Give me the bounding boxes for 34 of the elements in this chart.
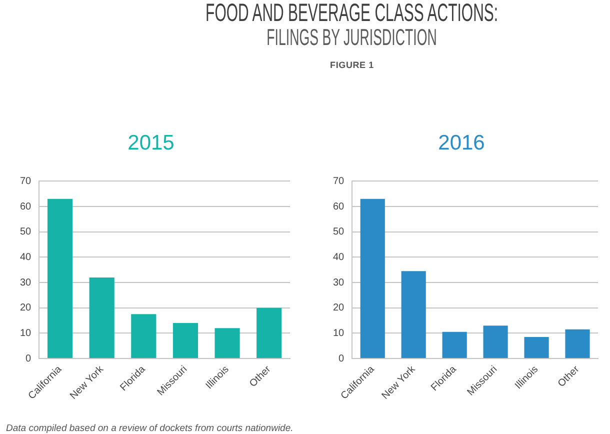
text: Data compiled based on a review of dockets from courts nationwide. [6,423,294,434]
bar [214,328,240,358]
chart-title: 2016 [438,131,485,154]
bar [360,198,385,358]
y-tick-label: 40 [20,252,32,263]
bar [47,198,73,358]
caption: FIGURE 1 [330,60,374,70]
y-tick-label: 0 [26,353,32,364]
y-tick-label: 0 [338,353,345,364]
bar [524,336,549,358]
y-tick-label: 40 [333,252,345,263]
y-tick-label: 20 [20,302,32,314]
bar [565,329,590,358]
y-tick-label: 60 [333,201,345,212]
chart-title: 2015 [128,131,174,154]
bar [131,314,156,358]
y-tick-label: 20 [333,302,345,314]
y-tick-label: 10 [333,328,345,339]
bar [483,326,508,358]
text: FILINGS BY JURISDICTION [266,24,438,50]
bar [442,332,467,358]
y-tick-label: 60 [20,201,32,212]
bar [172,323,198,358]
bar [401,271,426,358]
bar [256,308,282,358]
y-tick-label: 50 [20,226,32,238]
y-tick-label: 70 [20,176,32,187]
y-tick-label: 30 [20,277,32,288]
y-tick-label: 50 [333,226,345,238]
y-tick-label: 30 [333,277,345,288]
y-tick-label: 10 [20,328,32,339]
y-tick-label: 70 [333,176,345,187]
text: FOOD AND BEVERAGE CLASS ACTIONS: [206,0,498,27]
bar [89,277,114,358]
